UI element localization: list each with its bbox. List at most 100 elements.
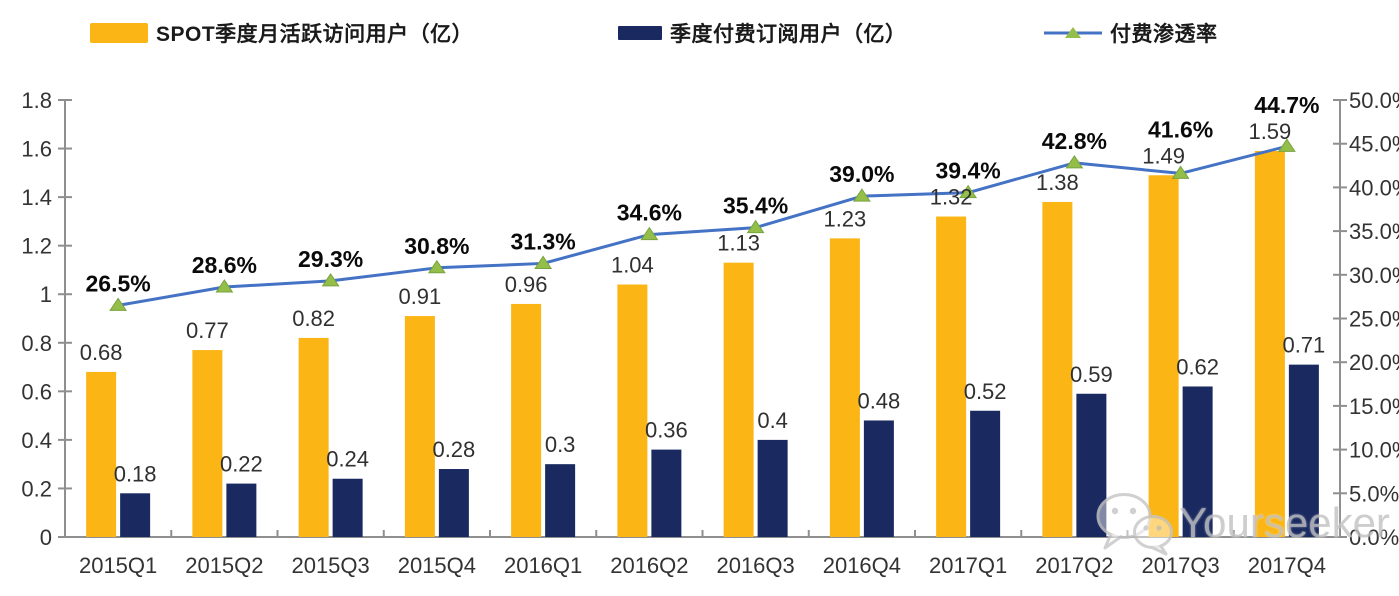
mau-value-label: 1.23	[823, 206, 866, 231]
legend-item-mau: SPOT季度月活跃访问用户（亿）	[90, 16, 473, 50]
penetration-marker-2017Q1	[959, 184, 978, 199]
left-axis-tick-label: 0.2	[21, 476, 52, 501]
legend-item-penetration: 付费渗透率	[1044, 16, 1218, 50]
left-axis-tick-label: 1.2	[21, 234, 52, 259]
penetration-marker-2016Q4	[852, 188, 871, 202]
penetration-marker-2015Q4	[427, 259, 446, 274]
right-axis-tick-label: 50.0%	[1349, 88, 1399, 113]
mau-value-label: 0.96	[505, 272, 548, 297]
mau-value-label: 1.38	[1036, 170, 1079, 195]
mau-value-label: 1.49	[1142, 143, 1185, 168]
right-axis-tick-label: 0.0%	[1349, 525, 1399, 550]
x-axis-label: 2016Q4	[823, 553, 901, 578]
subs-value-label: 0.4	[757, 408, 788, 433]
penetration-label: 30.8%	[404, 233, 469, 259]
penetration-label: 31.3%	[511, 228, 576, 254]
right-axis-tick-label: 30.0%	[1349, 263, 1399, 288]
penetration-marker-2017Q2	[1065, 155, 1084, 169]
penetration-label: 41.6%	[1148, 116, 1213, 142]
bar-subs-2016Q2	[651, 449, 682, 537]
x-axis-label: 2016Q3	[716, 553, 794, 578]
mau-value-label: 1.04	[611, 253, 654, 278]
bar-mau-2016Q3	[723, 262, 754, 537]
bar-mau-2017Q2	[1042, 201, 1073, 537]
subs-value-label: 0.24	[326, 447, 369, 472]
mau-value-label: 0.68	[80, 340, 123, 365]
left-axis-tick-label: 0	[40, 525, 52, 550]
bar-subs-2016Q4	[863, 420, 894, 537]
penetration-label: 28.6%	[192, 252, 257, 278]
left-axis-tick-label: 1.8	[21, 88, 52, 113]
right-axis-tick-label: 40.0%	[1349, 175, 1399, 200]
bar-subs-2017Q3	[1182, 386, 1213, 537]
subs-bar-swatch-icon	[618, 26, 662, 40]
legend-subs-label: 季度付费订阅用户（亿）	[670, 23, 907, 46]
bar-subs-2016Q1	[545, 464, 576, 537]
left-axis-tick-label: 0.4	[21, 428, 52, 453]
penetration-marker-2016Q1	[534, 255, 553, 269]
subs-value-label: 0.59	[1070, 362, 1113, 387]
bar-mau-2016Q2	[617, 284, 648, 537]
left-axis-tick-label: 1.4	[21, 185, 52, 210]
penetration-marker-2016Q2	[640, 226, 659, 241]
subs-value-label: 0.22	[220, 452, 263, 477]
bar-mau-2015Q4	[404, 316, 435, 537]
right-axis-tick-label: 25.0%	[1349, 307, 1399, 332]
bar-subs-2017Q1	[970, 410, 1001, 537]
x-axis-label: 2017Q4	[1248, 553, 1326, 578]
left-axis-tick-label: 1.6	[21, 137, 52, 162]
x-axis-label: 2016Q2	[610, 553, 688, 578]
subs-value-label: 0.71	[1282, 333, 1325, 358]
mau-value-label: 0.82	[292, 306, 335, 331]
x-axis-label: 2016Q1	[504, 553, 582, 578]
right-axis-tick-label: 5.0%	[1349, 481, 1399, 506]
left-axis-tick-label: 0.6	[21, 379, 52, 404]
bar-subs-2015Q2	[226, 483, 257, 537]
bar-subs-2015Q3	[332, 478, 363, 537]
bar-mau-2015Q2	[192, 350, 223, 537]
penetration-line	[117, 144, 1288, 307]
mau-value-label: 1.59	[1248, 119, 1291, 144]
bar-mau-2017Q1	[936, 216, 967, 538]
subs-value-label: 0.48	[857, 388, 900, 413]
right-axis-tick-label: 20.0%	[1349, 350, 1399, 375]
bar-mau-2015Q1	[86, 371, 117, 537]
x-axis-label: 2015Q2	[185, 553, 263, 578]
penetration-marker-2015Q3	[321, 273, 340, 287]
penetration-label: 26.5%	[86, 270, 151, 296]
legend: SPOT季度月活跃访问用户（亿） 季度付费订阅用户（亿） 付费渗透率	[0, 16, 1399, 50]
subs-value-label: 0.62	[1176, 354, 1219, 379]
bar-mau-2017Q4	[1254, 150, 1285, 537]
mau-value-label: 0.91	[398, 284, 441, 309]
right-axis-tick-label: 10.0%	[1349, 438, 1399, 463]
mau-bar-swatch-icon	[90, 23, 148, 43]
bar-subs-2017Q2	[1076, 393, 1107, 537]
right-axis-tick-label: 15.0%	[1349, 394, 1399, 419]
penetration-marker-2017Q4	[1277, 138, 1296, 152]
x-axis-label: 2017Q1	[929, 553, 1007, 578]
bar-mau-2016Q1	[511, 303, 542, 537]
penetration-label: 35.4%	[723, 193, 788, 219]
bar-mau-2015Q3	[298, 337, 329, 537]
subs-value-label: 0.52	[964, 379, 1007, 404]
mau-value-label: 1.32	[930, 185, 973, 210]
penetration-label: 29.3%	[298, 246, 363, 272]
penetration-label: 34.6%	[617, 200, 682, 226]
bar-subs-2015Q4	[438, 469, 469, 537]
penetration-marker-2015Q2	[215, 279, 234, 293]
x-axis-label: 2015Q1	[79, 553, 157, 578]
legend-mau-label: SPOT季度月活跃访问用户（亿）	[156, 23, 474, 46]
bar-subs-2016Q3	[757, 439, 788, 537]
subs-value-label: 0.36	[645, 418, 688, 443]
legend-penetration-label: 付费渗透率	[1110, 23, 1218, 46]
x-axis-label: 2017Q3	[1141, 553, 1219, 578]
subs-value-label: 0.3	[545, 432, 576, 457]
penetration-label: 44.7%	[1254, 92, 1319, 118]
mau-value-label: 1.13	[717, 231, 760, 256]
right-axis-tick-label: 35.0%	[1349, 219, 1399, 244]
penetration-label: 39.4%	[936, 158, 1001, 184]
penetration-label: 42.8%	[1042, 128, 1107, 154]
line-marker-swatch-icon	[1044, 27, 1102, 38]
